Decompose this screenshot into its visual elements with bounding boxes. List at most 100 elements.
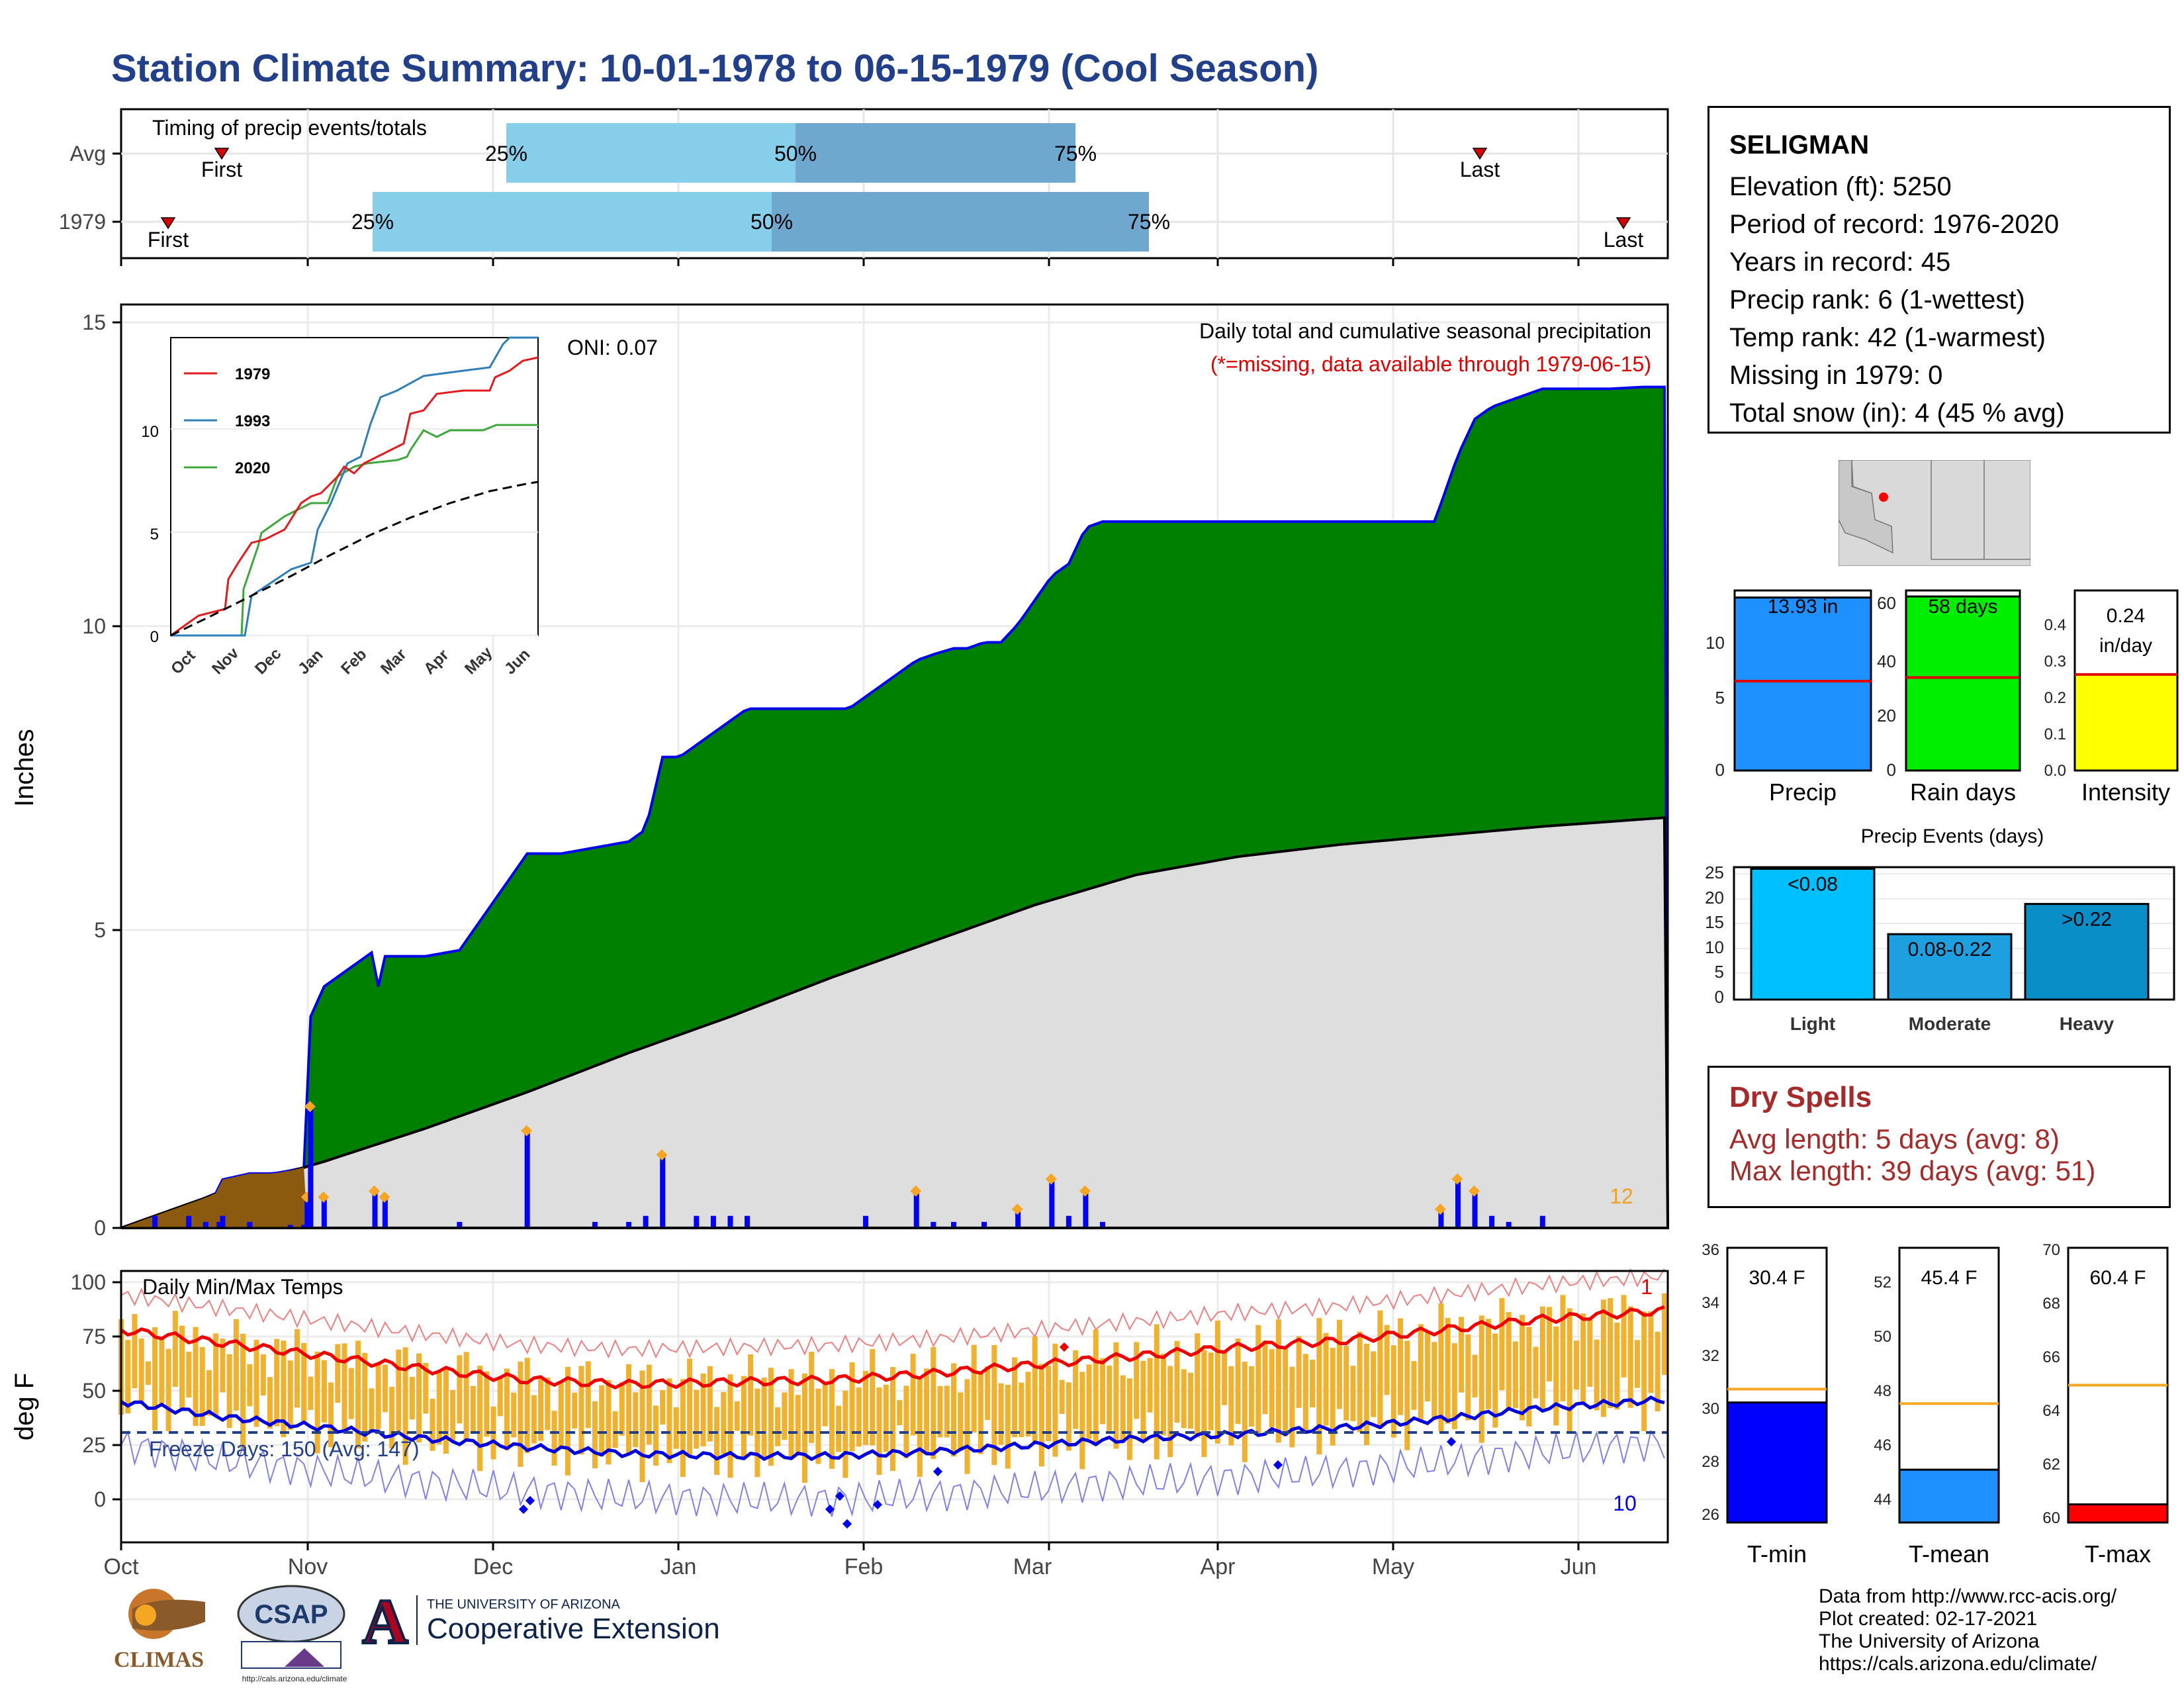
temp-tick-50: 50 [82, 1379, 106, 1403]
daily-precip-bar [1506, 1221, 1512, 1228]
daily-temp-bar [409, 1376, 415, 1420]
daily-precip-bar [382, 1197, 388, 1228]
daily-temp-bar [369, 1388, 375, 1431]
daily-precip-bar [913, 1192, 919, 1228]
daily-temp-bar [639, 1370, 645, 1482]
daily-temp-bar [1323, 1333, 1329, 1426]
daily-temp-bar [511, 1392, 517, 1438]
daily-temp-bar [1228, 1366, 1234, 1446]
daily-temp-bar [1520, 1315, 1525, 1421]
timing-avg-75: 75% [1054, 142, 1097, 165]
timing-1979-first-marker [160, 217, 176, 230]
daily-temp-bar [1222, 1350, 1228, 1405]
svg-text:5: 5 [1715, 962, 1724, 982]
daily-temp-bar [1195, 1333, 1201, 1438]
timing-avg-first: First [201, 158, 242, 181]
daily-temp-bar [172, 1311, 178, 1387]
svg-text:0.3: 0.3 [2044, 653, 2066, 671]
rain-days-bar [1905, 595, 2021, 772]
inset-legend-1993: 1993 [235, 412, 270, 430]
tmean-text: 45.4 F [1921, 1267, 1977, 1289]
daily-temp-bar [1269, 1349, 1275, 1428]
daily-precip-bar [1066, 1215, 1071, 1228]
timing-avg-first-marker [214, 148, 230, 160]
daily-temp-bar [1086, 1364, 1092, 1439]
daily-temp-bar [436, 1371, 442, 1444]
tmax-bar [2067, 1503, 2169, 1524]
inset-tick-0: 0 [150, 628, 159, 646]
event-cat-heavy: Heavy [2060, 1013, 2115, 1034]
daily-temp-bar [1093, 1329, 1099, 1446]
event-bar-label: >0.22 [2062, 909, 2112, 931]
daily-temp-bar [430, 1399, 435, 1451]
daily-precip-bar [643, 1215, 649, 1228]
svg-text:64: 64 [2042, 1402, 2060, 1420]
daily-temp-bar [470, 1385, 476, 1432]
month-apr: Apr [1201, 1554, 1236, 1579]
daily-temp-bar [463, 1352, 469, 1442]
svg-text:20: 20 [1705, 888, 1724, 908]
daily-temp-bar [734, 1401, 740, 1431]
daily-temp-bar [1283, 1348, 1289, 1436]
precip-event-marker [1469, 1185, 1480, 1197]
daily-temp-bar [721, 1391, 727, 1454]
precip-total-bar [1733, 596, 1872, 772]
daily-temp-bar [1208, 1352, 1214, 1430]
timing-1979-last-marker [1615, 217, 1631, 230]
daily-temp-bar [260, 1354, 266, 1396]
precip-event-marker [1451, 1173, 1463, 1185]
daily-temp-bar [714, 1407, 720, 1475]
daily-temp-bar [267, 1377, 273, 1429]
daily-temp-bar [240, 1333, 246, 1449]
daily-temp-bar [314, 1351, 320, 1454]
summary-bar-charts: 13.93 in 0 5 10 Precip 58 days 0 20 40 60 Rai… [1706, 589, 2179, 806]
daily-temp-bar [897, 1400, 903, 1426]
timing-1979-bar-q1 [373, 192, 772, 252]
daily-precip-bar [931, 1221, 936, 1228]
daily-temp-bar [1533, 1346, 1539, 1399]
daily-temp-bar [1499, 1297, 1505, 1391]
daily-temp-bar [998, 1383, 1004, 1445]
daily-precip-bar [626, 1221, 632, 1228]
daily-temp-bar [822, 1382, 828, 1427]
inset-line-average [170, 481, 539, 637]
daily-temp-bar [1005, 1384, 1011, 1469]
daily-temp-bar [653, 1405, 659, 1466]
daily-temp-bar [457, 1355, 463, 1424]
credit-university: The University of Arizona [1819, 1630, 2040, 1652]
timing-1979-25: 25% [351, 210, 394, 234]
daily-temp-bar [558, 1381, 564, 1447]
daily-temp-bar [1459, 1317, 1465, 1393]
precip-event-marker [1434, 1203, 1446, 1215]
timing-avg-bar-q2 [796, 123, 1075, 183]
svg-text:0.2: 0.2 [2044, 689, 2066, 707]
temperature-summary-bars: 30.4 F 36 34 32 30 28 26 T-min 45.4 F 52 50 48… [1702, 1241, 2169, 1568]
daily-precip-bar [220, 1215, 226, 1228]
daily-temp-bar [836, 1405, 842, 1452]
svg-text:44: 44 [1874, 1491, 1891, 1509]
daily-temp-bar [1289, 1366, 1295, 1448]
daily-temp-bar [842, 1390, 848, 1478]
temp-bottom-count: 10 [1613, 1491, 1637, 1515]
daily-temp-bar [1019, 1382, 1024, 1438]
freeze-days-label: Freeze Days: 150 (Avg: 147) [149, 1437, 420, 1461]
daily-temp-bar [287, 1360, 293, 1430]
precip-event-marker [656, 1149, 668, 1161]
precip-tick-15: 15 [82, 310, 106, 334]
daily-temp-bar [518, 1361, 523, 1467]
month-may: May [1372, 1554, 1414, 1579]
daily-precip-bar [1455, 1180, 1461, 1228]
daily-temp-bar [321, 1360, 327, 1423]
rain-days-label: Rain days [1910, 778, 2016, 806]
svg-text:10: 10 [1705, 937, 1724, 957]
month-nov: Nov [288, 1554, 328, 1579]
oni-label: ONI: 0.07 [567, 336, 658, 359]
daily-temp-bar [328, 1382, 334, 1448]
precip-caption: Daily total and cumulative seasonal prec… [1199, 319, 1651, 343]
svg-text:36: 36 [1702, 1241, 1719, 1259]
inset-tick-10: 10 [141, 423, 159, 441]
locator-map [1839, 460, 2030, 566]
timing-avg-last-marker [1472, 148, 1488, 160]
svg-text:60: 60 [2042, 1509, 2060, 1527]
svg-text:0: 0 [1887, 760, 1896, 780]
